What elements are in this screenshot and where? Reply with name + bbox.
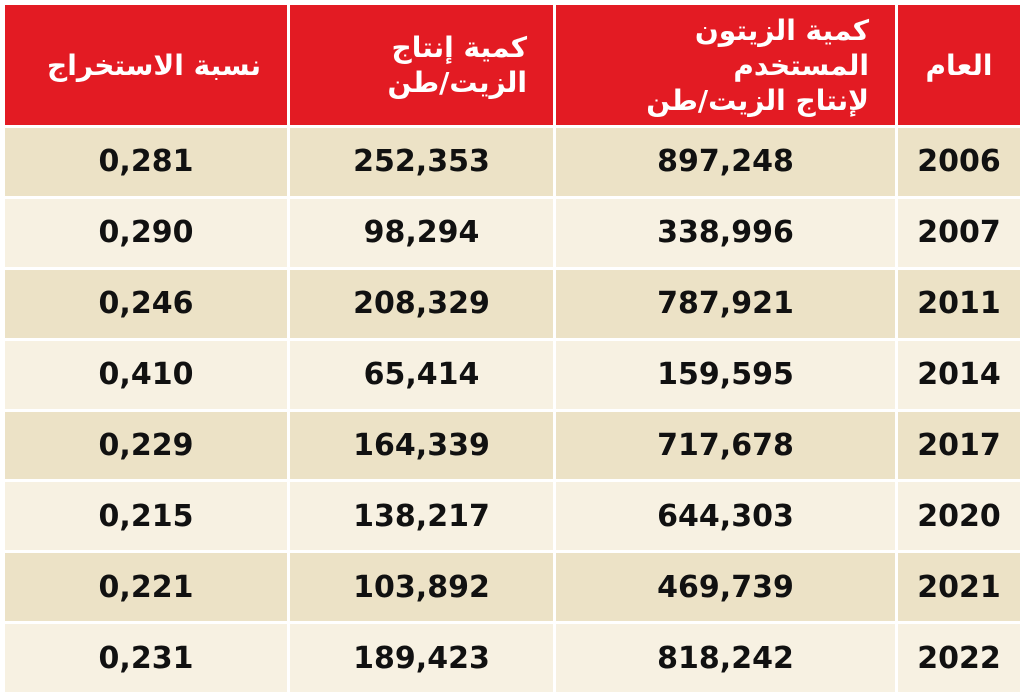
cell-text: 787,921: [657, 286, 794, 322]
cell-text: 138,217: [353, 498, 490, 534]
cell-text: 98,294: [363, 215, 480, 251]
header-cell: كمية الزيتون المستخدم لإنتاج الزيت/طن: [556, 5, 895, 125]
value-cell: 65,414: [290, 340, 553, 409]
value-cell: 159,595: [556, 340, 895, 409]
cell-text: 65,414: [363, 357, 480, 393]
header-text: العام: [925, 48, 993, 82]
header-cell: كمية إنتاج الزيت/طن: [290, 5, 553, 125]
value-cell: 138,217: [290, 482, 553, 551]
value-cell: 717,678: [556, 411, 895, 480]
year-cell: 2022: [898, 624, 1020, 692]
value-cell: 0,231: [5, 624, 287, 692]
value-cell: 469,739: [556, 553, 895, 622]
value-cell: 0,281: [5, 128, 287, 196]
cell-text: 103,892: [353, 569, 490, 605]
cell-text: 2020: [917, 498, 1001, 534]
cell-text: 0,281: [98, 144, 194, 180]
header-cell: نسبة الاستخراج: [5, 5, 287, 125]
cell-text: 0,246: [98, 286, 194, 322]
value-cell: 818,242: [556, 624, 895, 692]
year-cell: 2006: [898, 128, 1020, 196]
value-cell: 897,248: [556, 128, 895, 196]
header-text: لإنتاج الزيت/طن: [646, 83, 869, 117]
cell-text: 189,423: [353, 640, 490, 676]
cell-text: 2007: [917, 215, 1001, 251]
value-cell: 189,423: [290, 624, 553, 692]
value-cell: 98,294: [290, 198, 553, 267]
cell-text: 159,595: [657, 357, 794, 393]
header-cell: العام: [898, 5, 1020, 125]
data-table: العام كمية الزيتون المستخدم لإنتاج الزيت/ط…: [5, 5, 1020, 692]
cell-text: 717,678: [657, 427, 794, 463]
value-cell: 0,229: [5, 411, 287, 480]
value-cell: 787,921: [556, 269, 895, 338]
header-text: نسبة الاستخراج: [47, 48, 261, 82]
cell-text: 2011: [917, 286, 1001, 322]
value-cell: 0,246: [5, 269, 287, 338]
header-text: كمية الزيتون المستخدم: [694, 13, 869, 82]
value-cell: 103,892: [290, 553, 553, 622]
cell-text: 644,303: [657, 498, 794, 534]
value-cell: 644,303: [556, 482, 895, 551]
value-cell: 338,996: [556, 198, 895, 267]
cell-text: 469,739: [657, 569, 794, 605]
value-cell: 0,215: [5, 482, 287, 551]
cell-text: 0,221: [98, 569, 194, 605]
cell-text: 2017: [917, 427, 1001, 463]
cell-text: 0,290: [98, 215, 194, 251]
cell-text: 897,248: [657, 144, 794, 180]
year-cell: 2020: [898, 482, 1020, 551]
cell-text: 338,996: [657, 215, 794, 251]
cell-text: 0,410: [98, 357, 194, 393]
header-text: كمية إنتاج: [391, 31, 527, 64]
cell-text: 2022: [917, 640, 1001, 676]
cell-text: 252,353: [353, 144, 490, 180]
cell-text: 0,215: [98, 498, 194, 534]
value-cell: 0,221: [5, 553, 287, 622]
cell-text: 2021: [917, 569, 1001, 605]
value-cell: 0,410: [5, 340, 287, 409]
year-cell: 2011: [898, 269, 1020, 338]
cell-text: 2006: [917, 144, 1001, 180]
header-text: الزيت/طن: [387, 66, 527, 99]
cell-text: 208,329: [353, 286, 490, 322]
year-cell: 2007: [898, 198, 1020, 267]
year-cell: 2017: [898, 411, 1020, 480]
cell-text: 818,242: [657, 640, 794, 676]
year-cell: 2014: [898, 340, 1020, 409]
value-cell: 252,353: [290, 128, 553, 196]
cell-text: 2014: [917, 357, 1001, 393]
value-cell: 208,329: [290, 269, 553, 338]
cell-text: 164,339: [353, 427, 490, 463]
cell-text: 0,231: [98, 640, 194, 676]
value-cell: 0,290: [5, 198, 287, 267]
cell-text: 0,229: [98, 427, 194, 463]
value-cell: 164,339: [290, 411, 553, 480]
year-cell: 2021: [898, 553, 1020, 622]
